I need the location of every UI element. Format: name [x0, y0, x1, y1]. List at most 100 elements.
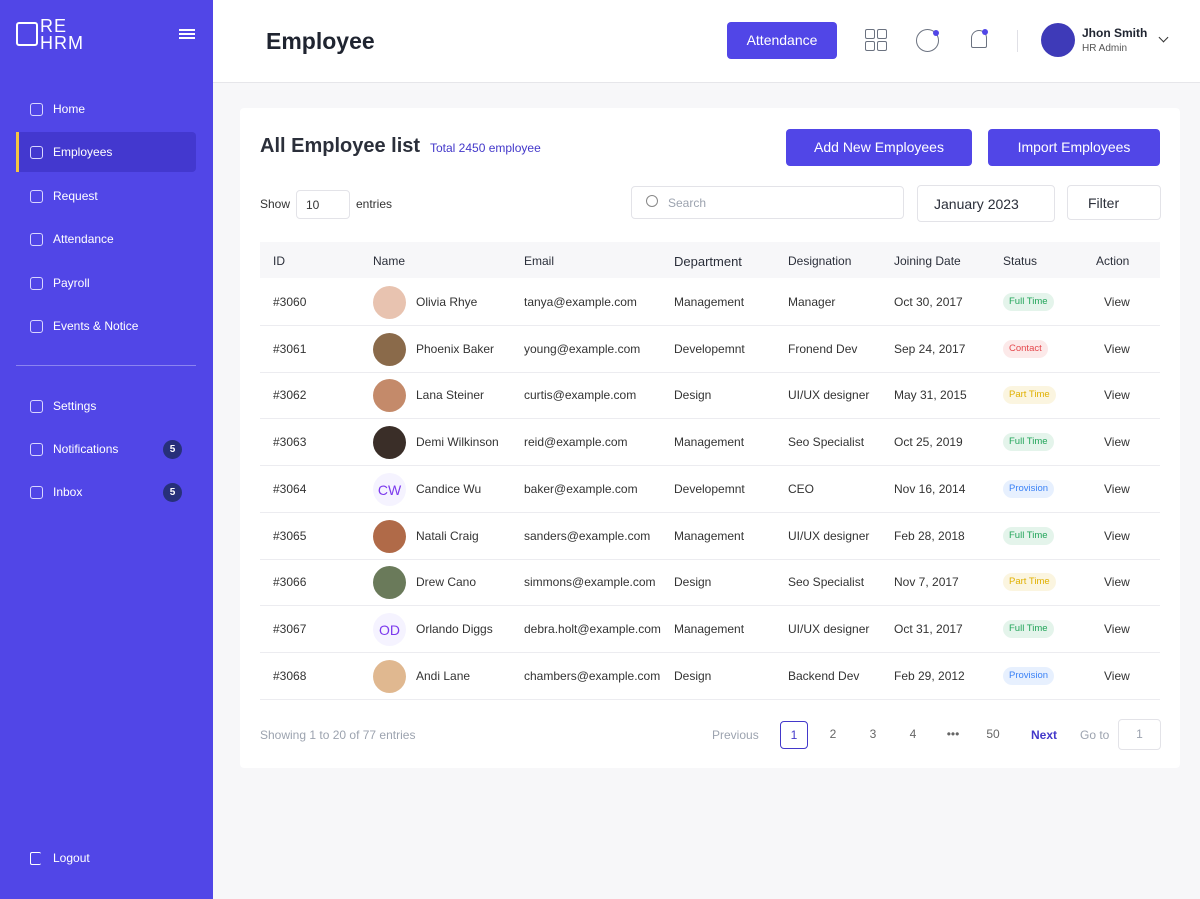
- nav-item[interactable]: Payroll: [53, 275, 90, 290]
- status-badge: Full Time: [1003, 293, 1054, 311]
- nav-active: [16, 132, 196, 173]
- summary: Showing 1 to 20 of 77 entries: [260, 728, 416, 742]
- apps-icon[interactable]: [865, 29, 875, 39]
- cell-joining: Oct 30, 2017: [894, 295, 963, 309]
- avatar: [373, 659, 406, 693]
- filter-button[interactable]: Filter: [1067, 185, 1161, 220]
- chat-icon[interactable]: [916, 29, 939, 52]
- nav-icon: [30, 486, 43, 500]
- column-header[interactable]: Action: [1096, 254, 1130, 268]
- search-box[interactable]: Search: [631, 186, 904, 219]
- goto-input[interactable]: 1: [1118, 719, 1161, 750]
- row-divider: [260, 558, 1160, 560]
- cell-name: Lana Steiner: [416, 388, 485, 403]
- nav-badge: 5: [163, 440, 182, 460]
- nav-icon: [30, 103, 43, 116]
- column-header[interactable]: Department: [674, 254, 742, 269]
- action-view[interactable]: View: [1104, 341, 1130, 356]
- cell-joining: Nov 7, 2017: [894, 575, 959, 590]
- nav-active-bar: [16, 132, 19, 173]
- logo-top: RE: [40, 16, 68, 36]
- logout[interactable]: Logout: [53, 851, 90, 865]
- cell-joining: Feb 28, 2018: [894, 528, 965, 543]
- action-view[interactable]: View: [1104, 388, 1130, 403]
- menu-line[interactable]: [179, 33, 195, 35]
- status-badge: Provision: [1003, 479, 1055, 498]
- previous[interactable]: Previous: [712, 728, 759, 742]
- nav-item[interactable]: Inbox: [53, 485, 83, 500]
- action-view[interactable]: View: [1104, 435, 1130, 450]
- action-view[interactable]: View: [1104, 295, 1130, 309]
- cell-id: #3066: [273, 575, 307, 590]
- column-header[interactable]: Name: [373, 254, 406, 268]
- cell-joining: Oct 25, 2019: [894, 435, 963, 450]
- row-divider: [260, 605, 1160, 607]
- header: [213, 0, 1200, 83]
- nav-item[interactable]: Attendance: [53, 232, 114, 247]
- page-link[interactable]: 3: [869, 727, 877, 741]
- logo-icon: [16, 22, 38, 46]
- cell-id: #3060: [273, 295, 307, 309]
- cell-email: curtis@example.com: [524, 388, 637, 403]
- column-header[interactable]: Joining Date: [894, 254, 961, 268]
- bell-icon[interactable]: [971, 30, 987, 48]
- action-view[interactable]: View: [1104, 575, 1130, 590]
- initials: OD: [379, 621, 400, 638]
- user-name: Jhon Smith: [1082, 26, 1148, 40]
- page-link[interactable]: 50: [986, 727, 1000, 741]
- status-badge: Provision: [1003, 666, 1055, 685]
- nav-item[interactable]: Request: [53, 188, 98, 203]
- avatar-initials: OD: [373, 612, 406, 646]
- attendance-button[interactable]: Attendance: [727, 22, 837, 59]
- nav-icon: [30, 320, 43, 333]
- cell-designation: Fronend Dev: [788, 341, 858, 356]
- row-divider: [260, 465, 1160, 467]
- nav-item[interactable]: Events & Notice: [53, 319, 139, 333]
- column-header[interactable]: ID: [273, 254, 285, 268]
- avatar: [373, 332, 406, 366]
- cell-name: Olivia Rhye: [416, 295, 478, 309]
- nav-icon: [30, 443, 43, 457]
- cell-joining: Oct 31, 2017: [894, 621, 963, 636]
- column-header[interactable]: Email: [524, 254, 555, 268]
- add-button[interactable]: Add New Employees: [786, 129, 972, 166]
- action-view[interactable]: View: [1104, 481, 1130, 496]
- cell-name: Natali Craig: [416, 528, 479, 543]
- column-header[interactable]: Status: [1003, 254, 1038, 268]
- cell-email: chambers@example.com: [524, 668, 661, 683]
- apps-icon[interactable]: [877, 29, 887, 39]
- action-view[interactable]: View: [1104, 668, 1130, 683]
- cell-department: Developemnt: [674, 481, 745, 496]
- cell-department: Management: [674, 295, 745, 309]
- next[interactable]: Next: [1031, 728, 1058, 742]
- status-badge: Contact: [1003, 339, 1048, 358]
- nav-item[interactable]: Settings: [53, 399, 97, 413]
- row-divider: [260, 511, 1160, 513]
- action-view[interactable]: View: [1104, 621, 1130, 636]
- menu-line[interactable]: [179, 29, 195, 31]
- nav-item[interactable]: Notifications: [53, 442, 119, 457]
- card-title: All Employee list: [260, 135, 421, 157]
- action-view[interactable]: View: [1104, 528, 1130, 543]
- nav-item[interactable]: Home: [53, 102, 86, 116]
- logo-bottom: HRM: [40, 33, 84, 53]
- cell-joining: Nov 16, 2014: [894, 481, 966, 496]
- page-link[interactable]: 4: [909, 727, 917, 741]
- month-select[interactable]: January 2023: [917, 185, 1055, 222]
- import-button[interactable]: Import Employees: [988, 129, 1160, 166]
- cell-email: simmons@example.com: [524, 575, 656, 590]
- apps-icon[interactable]: [865, 41, 875, 51]
- page-title: Employee: [266, 28, 375, 54]
- logout-icon: [30, 852, 41, 865]
- status-badge: Full Time: [1003, 526, 1054, 545]
- entries-select[interactable]: 10: [296, 190, 350, 219]
- entries-label: entries: [356, 197, 393, 211]
- page-link[interactable]: 2: [829, 727, 837, 741]
- menu-line[interactable]: [179, 37, 195, 39]
- page-link[interactable]: •••: [946, 727, 960, 741]
- page-link[interactable]: 1: [780, 721, 808, 749]
- apps-icon[interactable]: [877, 41, 887, 51]
- nav-item[interactable]: Employees: [53, 145, 113, 160]
- column-header[interactable]: Designation: [788, 254, 852, 268]
- search-placeholder: Search: [668, 196, 707, 210]
